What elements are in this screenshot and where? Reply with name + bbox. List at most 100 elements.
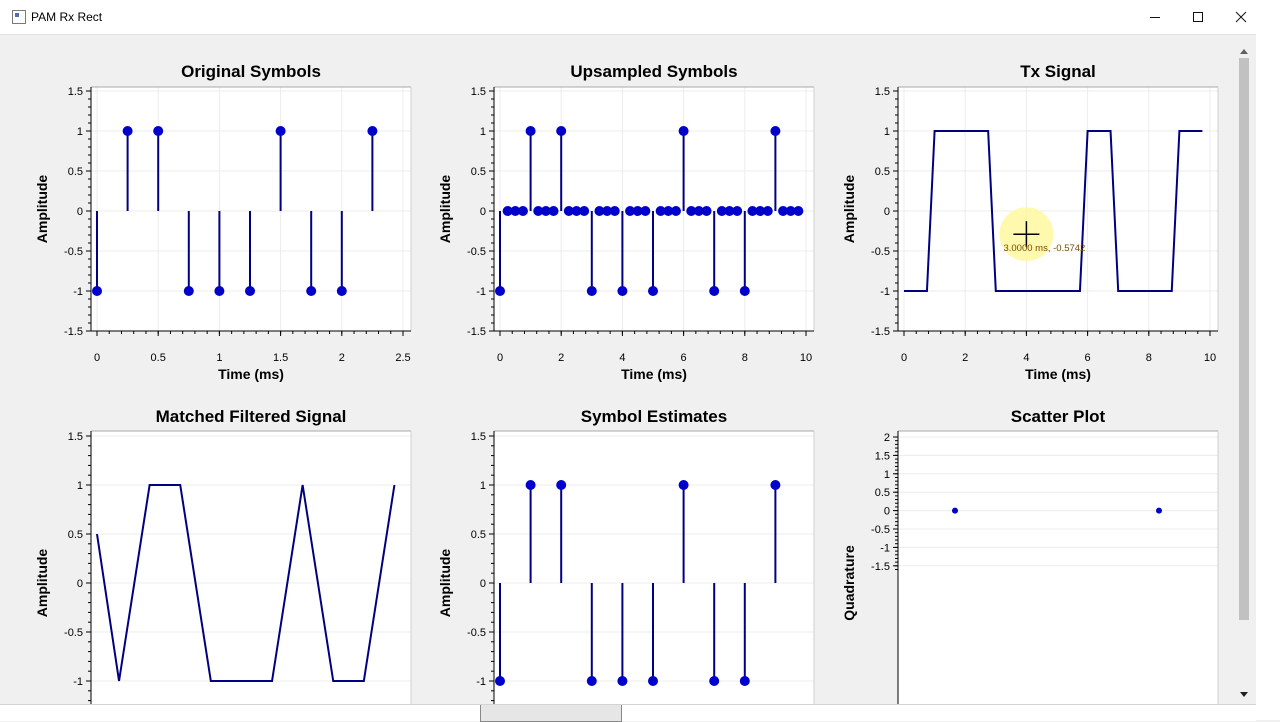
stem-marker bbox=[663, 206, 674, 216]
stem-marker bbox=[183, 286, 194, 296]
y-tick-label: 2 bbox=[884, 432, 890, 444]
y-axis-label: Quadrature bbox=[841, 545, 857, 621]
stem-marker bbox=[778, 206, 789, 216]
stem-marker bbox=[755, 206, 766, 216]
stem-marker bbox=[602, 206, 613, 216]
x-tick-label: 8 bbox=[742, 352, 748, 364]
data-series bbox=[92, 126, 378, 296]
chart-3: -1.5 -1 -0.5 0 0.5 1 1.5 0 2 4 6 8 10 Tx Signal Time (… bbox=[841, 62, 1219, 382]
y-tick-label: -0.5 bbox=[871, 524, 890, 536]
x-tick-label: 10 bbox=[1204, 352, 1216, 364]
y-tick-label: 1 bbox=[884, 126, 890, 138]
y-tick-label: 1.5 bbox=[68, 86, 83, 98]
y-tick-label: 0 bbox=[480, 578, 486, 590]
x-tick-label: 10 bbox=[800, 352, 812, 364]
stem-marker bbox=[770, 480, 781, 490]
y-tick-label: -0.5 bbox=[871, 246, 890, 258]
stem-marker bbox=[540, 206, 551, 216]
stem-marker bbox=[533, 206, 544, 216]
stem-marker bbox=[678, 126, 689, 136]
stem-marker bbox=[770, 126, 781, 136]
stem-marker bbox=[739, 676, 750, 686]
x-tick-label: 4 bbox=[619, 352, 625, 364]
chart-title: Matched Filtered Signal bbox=[156, 407, 347, 426]
stem-marker bbox=[732, 206, 743, 216]
minimize-icon bbox=[1150, 17, 1160, 18]
background-tab bbox=[480, 705, 622, 722]
stem-marker bbox=[153, 126, 164, 136]
stem-marker bbox=[495, 676, 505, 686]
stem-marker bbox=[571, 206, 582, 216]
scroll-down-arrow[interactable] bbox=[1236, 688, 1252, 702]
stem-marker bbox=[495, 286, 505, 296]
close-icon bbox=[1235, 11, 1247, 23]
y-tick-label: -0.5 bbox=[467, 246, 486, 258]
y-tick-label: -1 bbox=[880, 286, 890, 298]
x-tick-label: 2.5 bbox=[395, 352, 410, 364]
data-series bbox=[96, 484, 396, 682]
y-axis-label: Amplitude bbox=[34, 175, 50, 244]
x-tick-label: 6 bbox=[1085, 352, 1091, 364]
stem-marker bbox=[709, 676, 720, 686]
y-tick-label: 0 bbox=[77, 206, 83, 218]
stem-marker bbox=[510, 206, 521, 216]
data-series bbox=[495, 126, 804, 296]
stem-marker bbox=[648, 286, 658, 296]
stem-marker bbox=[214, 286, 225, 296]
y-axis-label: Amplitude bbox=[437, 549, 453, 618]
y-axis-label: Amplitude bbox=[437, 175, 453, 244]
stem-marker bbox=[693, 206, 704, 216]
scrollbar-thumb[interactable] bbox=[1239, 58, 1249, 620]
y-tick-label: -1 bbox=[880, 542, 890, 554]
stem-marker bbox=[701, 206, 712, 216]
y-tick-label: 1 bbox=[77, 480, 83, 492]
stem-marker bbox=[548, 206, 559, 216]
stem-marker bbox=[579, 206, 590, 216]
stem-marker bbox=[686, 206, 697, 216]
caret-up-icon bbox=[1240, 49, 1248, 54]
stem-marker bbox=[556, 126, 567, 136]
minimize-button[interactable] bbox=[1133, 0, 1177, 34]
x-tick-label: 0 bbox=[497, 352, 503, 364]
y-tick-label: -0.5 bbox=[467, 627, 486, 639]
y-tick-label: -1.5 bbox=[467, 326, 486, 338]
y-tick-label: -0.5 bbox=[64, 246, 83, 258]
chart-4: -1 -0.5 0 0.5 1 1.5 Matched Filtered Signal Amp… bbox=[34, 407, 412, 704]
stem-marker bbox=[762, 206, 773, 216]
y-tick-label: -1 bbox=[476, 676, 486, 688]
y-tick-label: -1.5 bbox=[64, 326, 83, 338]
vertical-scrollbar[interactable] bbox=[1236, 44, 1252, 704]
y-tick-label: -1.5 bbox=[871, 561, 890, 573]
maximize-button[interactable] bbox=[1176, 0, 1220, 34]
stem-marker bbox=[306, 286, 317, 296]
stem-marker bbox=[617, 676, 628, 686]
data-series bbox=[495, 480, 781, 686]
y-tick-label: 1.5 bbox=[875, 86, 890, 98]
x-tick-label: 6 bbox=[681, 352, 687, 364]
close-button[interactable] bbox=[1219, 0, 1263, 34]
x-tick-label: 0.5 bbox=[151, 352, 166, 364]
x-tick-label: 2 bbox=[339, 352, 345, 364]
stem-marker bbox=[502, 206, 513, 216]
y-tick-label: -1 bbox=[476, 286, 486, 298]
stem-marker bbox=[275, 126, 286, 136]
stem-marker bbox=[709, 286, 720, 296]
x-axis-label: Time (ms) bbox=[621, 366, 687, 382]
y-tick-label: 1.5 bbox=[68, 431, 83, 443]
chart-1: -1.5 -1 -0.5 0 0.5 1 1.5 0 0.5 1 1.5 2 2.5 Original S… bbox=[34, 62, 412, 382]
y-tick-label: -0.5 bbox=[64, 627, 83, 639]
y-tick-label: 0 bbox=[77, 578, 83, 590]
y-tick-label: -1 bbox=[73, 286, 83, 298]
caret-down-icon bbox=[1240, 692, 1248, 697]
stem-marker bbox=[367, 126, 378, 136]
stem-marker bbox=[632, 206, 643, 216]
stem-marker bbox=[785, 206, 796, 216]
stem-marker bbox=[670, 206, 681, 216]
x-tick-label: 2 bbox=[962, 352, 968, 364]
scroll-up-arrow[interactable] bbox=[1236, 44, 1252, 58]
stem-marker bbox=[648, 676, 658, 686]
x-tick-label: 2 bbox=[558, 352, 564, 364]
chart-title: Upsampled Symbols bbox=[570, 62, 737, 81]
cursor-readout: 3.0000 ms, -0.5742 bbox=[1003, 243, 1085, 254]
y-tick-label: -1 bbox=[73, 676, 83, 688]
